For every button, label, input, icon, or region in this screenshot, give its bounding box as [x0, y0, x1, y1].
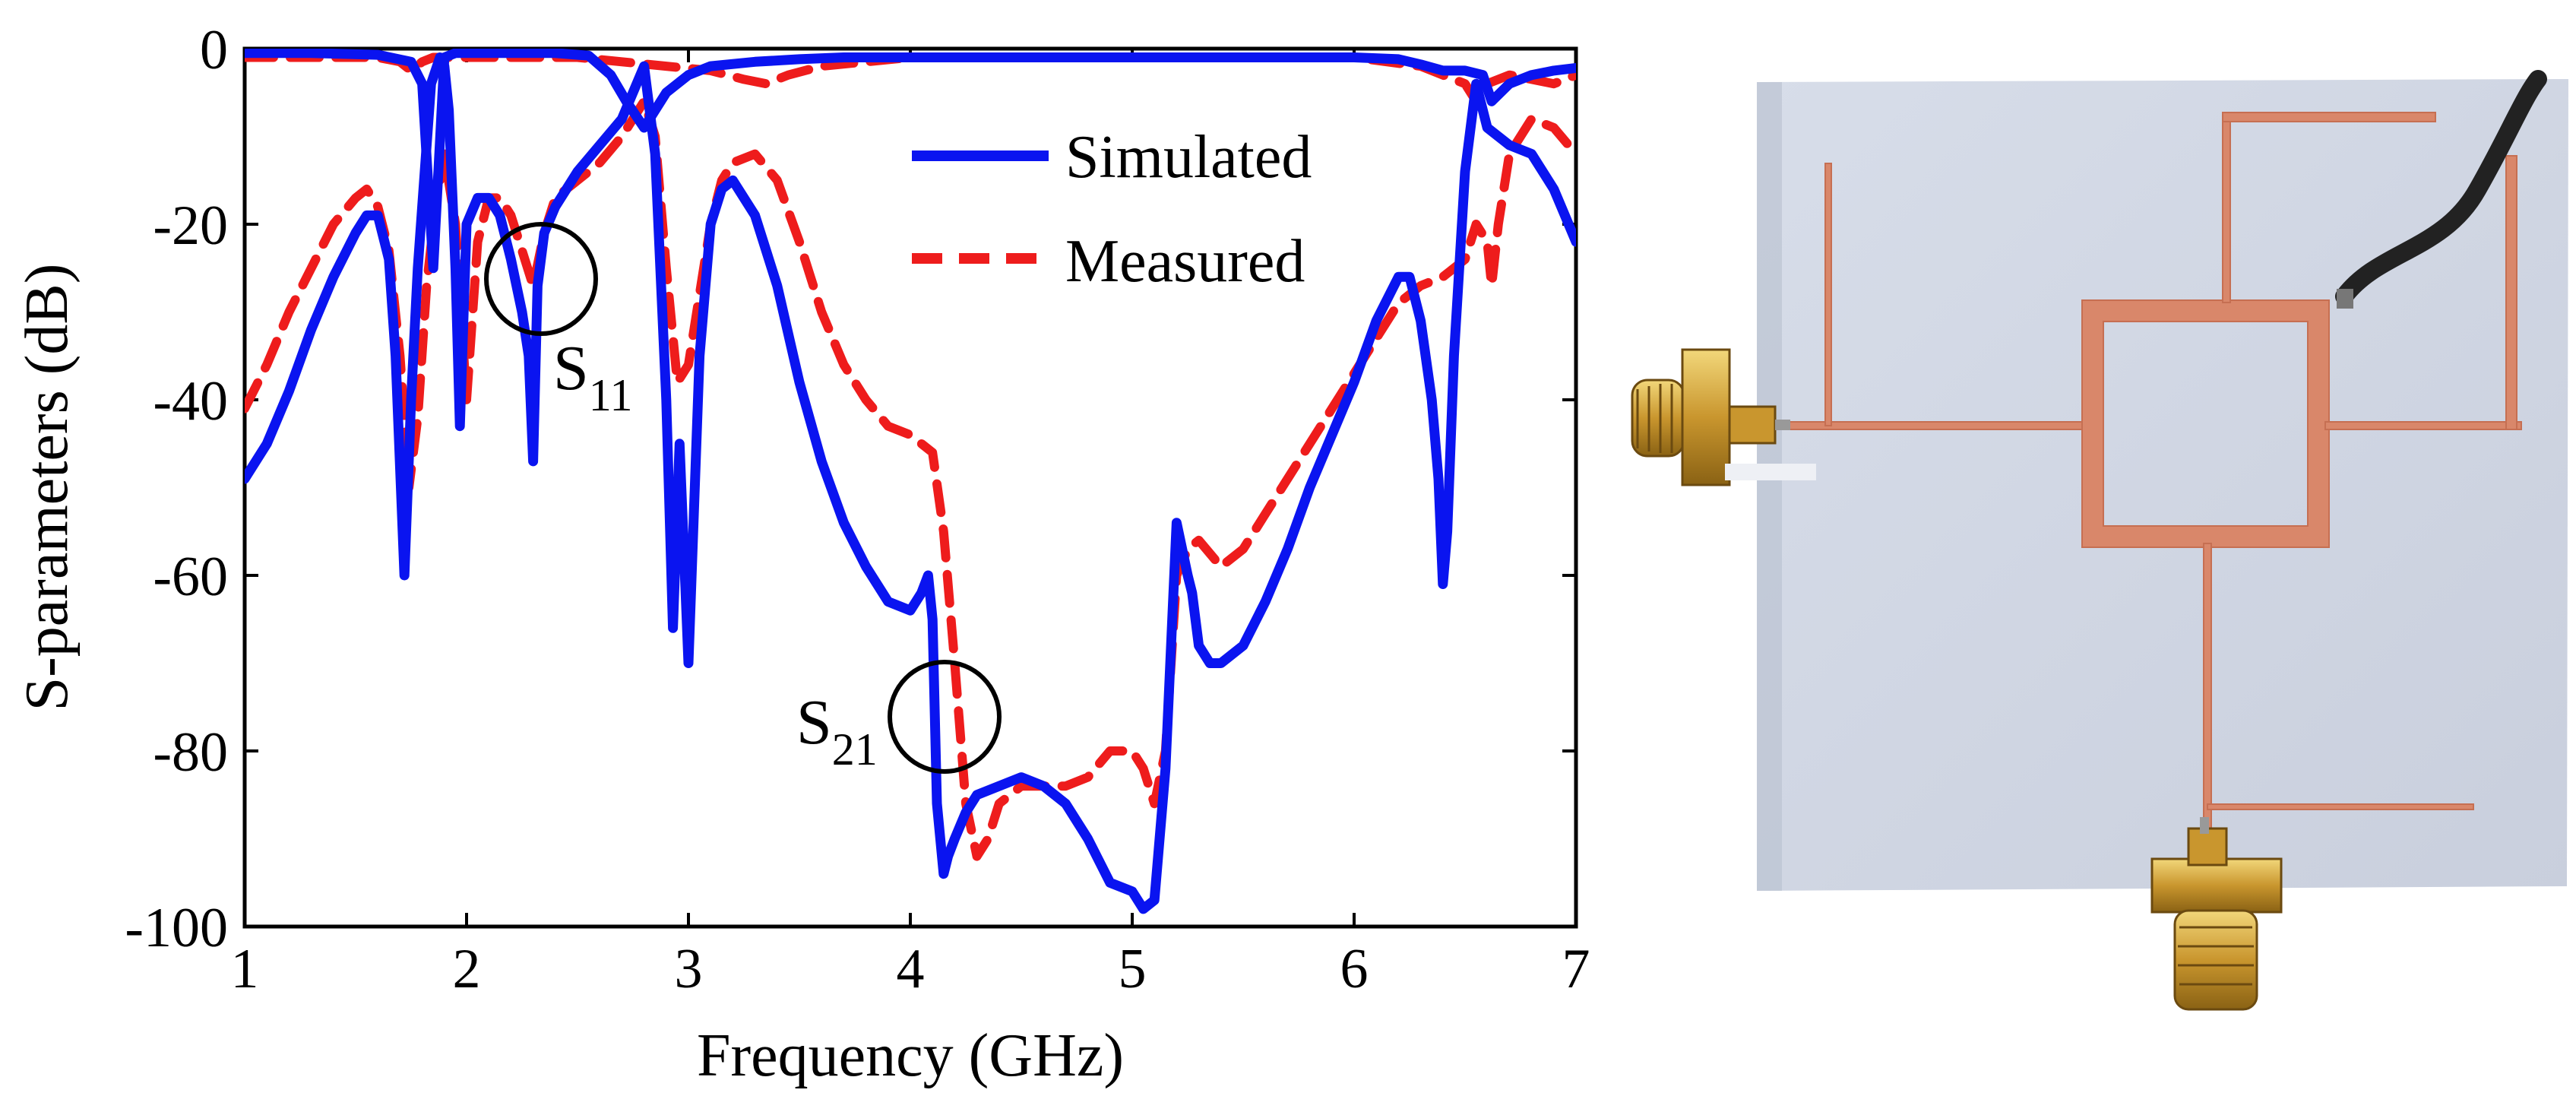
y-tick-label: -100	[125, 897, 228, 959]
arm-top-horizontal	[2222, 112, 2436, 122]
pcb-photo	[1631, 70, 2568, 1011]
legend-measured-label: Measured	[1065, 228, 1305, 295]
y-tick-label: -80	[153, 721, 228, 784]
plot-frame	[242, 46, 1578, 929]
x-tick-label: 2	[453, 938, 481, 1000]
sma-connector-bottom	[2150, 817, 2283, 1011]
annotation-s11-label: S11	[553, 333, 633, 420]
y-tick-label: -60	[153, 546, 228, 608]
annotation-s21: S21	[796, 660, 1002, 775]
stub-right-vertical	[2505, 155, 2517, 430]
x-tick-label: 5	[1119, 938, 1147, 1000]
pcb-board	[1757, 79, 2568, 891]
sma-connector-left	[1631, 348, 1816, 486]
annotation-s21-label: S21	[796, 687, 878, 775]
legend: Simulated Measured	[912, 124, 1312, 295]
annotation-s11-circle	[484, 222, 598, 336]
y-axis-title: S-parameters (dB)	[14, 264, 81, 711]
arm-top-vertical	[2222, 112, 2231, 303]
copper-traces	[1781, 112, 2522, 879]
cable	[2335, 70, 2547, 306]
x-axis-title: Frequency (GHz)	[697, 1022, 1124, 1089]
x-axis-ticks: 1 2 3 4 5 6 7	[231, 49, 1590, 1000]
annotation-s21-circle	[888, 660, 1002, 774]
cable-connector	[2337, 289, 2353, 309]
y-axis-ticks: 0 -20 -40 -60 -80 -100	[125, 19, 1576, 959]
arm-right	[2324, 421, 2522, 430]
series-line-simulated-s21	[245, 49, 1576, 274]
x-tick-label: 6	[1340, 938, 1369, 1000]
x-tick-label: 7	[1562, 938, 1590, 1000]
pcb-board-shadow	[1757, 82, 1782, 891]
annotation-s11: S11	[484, 222, 633, 420]
stub-left	[1824, 163, 1832, 426]
x-tick-label: 1	[231, 938, 259, 1000]
x-tick-label: 4	[897, 938, 925, 1000]
stub-bottom	[2207, 803, 2474, 810]
ring-resonator	[2081, 299, 2330, 548]
y-tick-label: -40	[153, 370, 228, 432]
y-tick-label: -20	[153, 195, 228, 257]
x-tick-label: 3	[675, 938, 703, 1000]
series-layer	[245, 49, 1576, 914]
y-tick-label: 0	[200, 19, 228, 81]
legend-simulated-label: Simulated	[1065, 124, 1312, 191]
